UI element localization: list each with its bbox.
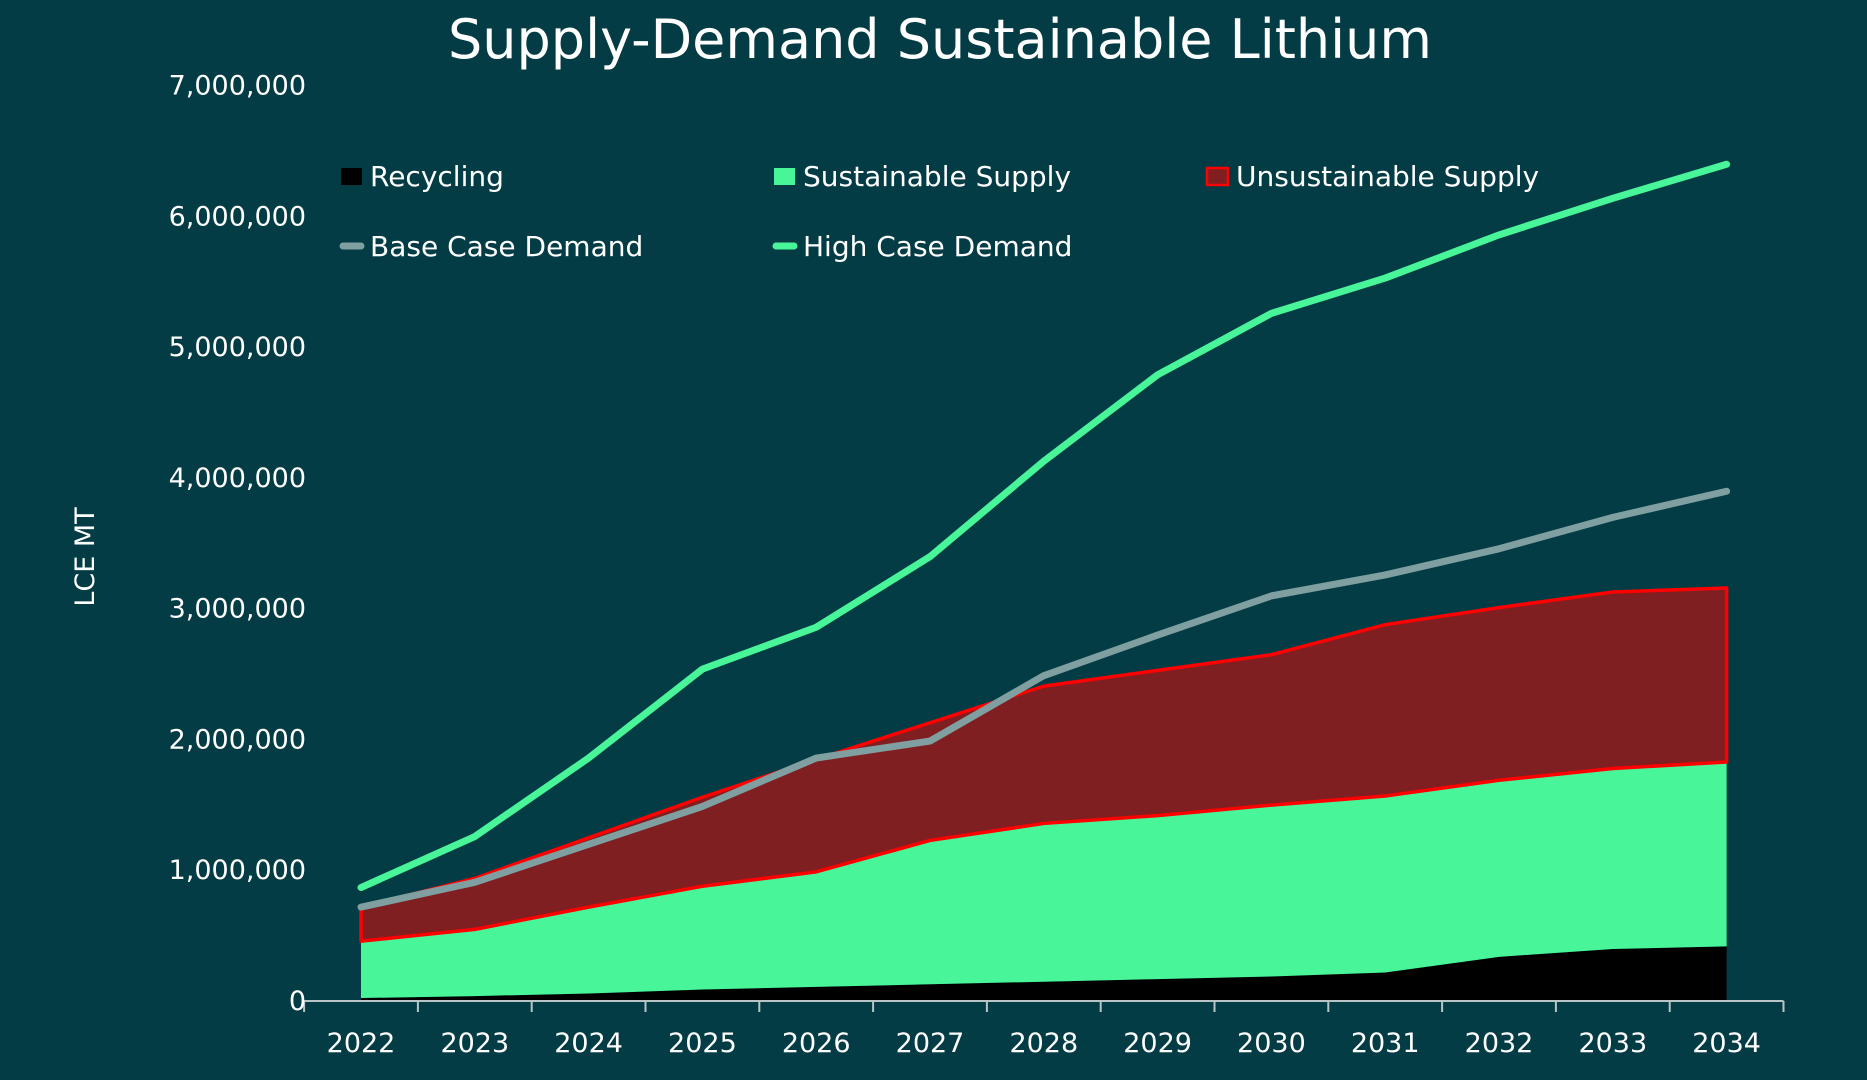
legend-label: Sustainable Supply (803, 160, 1071, 193)
legend-item-sustainable-supply: Sustainable Supply (774, 160, 1071, 193)
y-tick-label: 6,000,000 (169, 201, 306, 232)
x-tick-label: 2023 (440, 1028, 509, 1059)
chart-title: Supply-Demand Sustainable Lithium (448, 8, 1432, 71)
x-tick-label: 2033 (1578, 1028, 1647, 1059)
x-tick-label: 2024 (554, 1028, 623, 1059)
legend-swatch (341, 168, 362, 185)
stacked-areas (359, 586, 1729, 1000)
legend-item-unsustainable-supply: Unsustainable Supply (1205, 160, 1539, 193)
area-sustainable-supply (361, 761, 1727, 999)
x-tick-label: 2029 (1123, 1028, 1192, 1059)
y-tick-label: 4,000,000 (169, 463, 306, 494)
legend-label: Recycling (370, 160, 504, 193)
legend-item-high-case-demand: High Case Demand (772, 230, 1072, 263)
x-tick-label: 2031 (1351, 1028, 1420, 1059)
x-tick-label: 2025 (668, 1028, 737, 1059)
y-tick-label: 0 (289, 986, 306, 1017)
x-tick-label: 2026 (782, 1028, 851, 1059)
axes: 2022 2023 2024 2025 2026 2027 2028 2029 2030 2031… (169, 71, 1785, 1059)
y-tick-label: 2,000,000 (169, 724, 306, 755)
legend-label: Base Case Demand (370, 230, 643, 263)
legend-swatch (774, 168, 795, 185)
x-tick-label: 2027 (896, 1028, 965, 1059)
x-tick-label: 2028 (1009, 1028, 1078, 1059)
y-axis-label: LCE MT (70, 507, 101, 607)
legend-item-base-case-demand: Base Case Demand (339, 230, 643, 263)
x-tick-label: 2032 (1465, 1028, 1534, 1059)
legend-label: High Case Demand (803, 230, 1072, 263)
legend-item-recycling: Recycling (341, 160, 504, 193)
legend-swatch (1205, 166, 1230, 187)
area-unsustainable-supply (359, 586, 1729, 943)
x-tick-label: 2030 (1237, 1028, 1306, 1059)
legend: Recycling Sustainable Supply Unsustainable… (339, 160, 1539, 263)
x-tick-label: 2022 (327, 1028, 396, 1059)
area-recycling (361, 946, 1727, 1000)
legend-label: Unsustainable Supply (1236, 160, 1539, 193)
demand-lines (357, 160, 1731, 911)
y-tick-label: 5,000,000 (169, 332, 306, 363)
y-tick-label: 3,000,000 (169, 594, 306, 625)
x-tick-label: 2034 (1692, 1028, 1761, 1059)
y-tick-label: 1,000,000 (169, 855, 306, 886)
y-tick-label: 7,000,000 (169, 71, 306, 102)
